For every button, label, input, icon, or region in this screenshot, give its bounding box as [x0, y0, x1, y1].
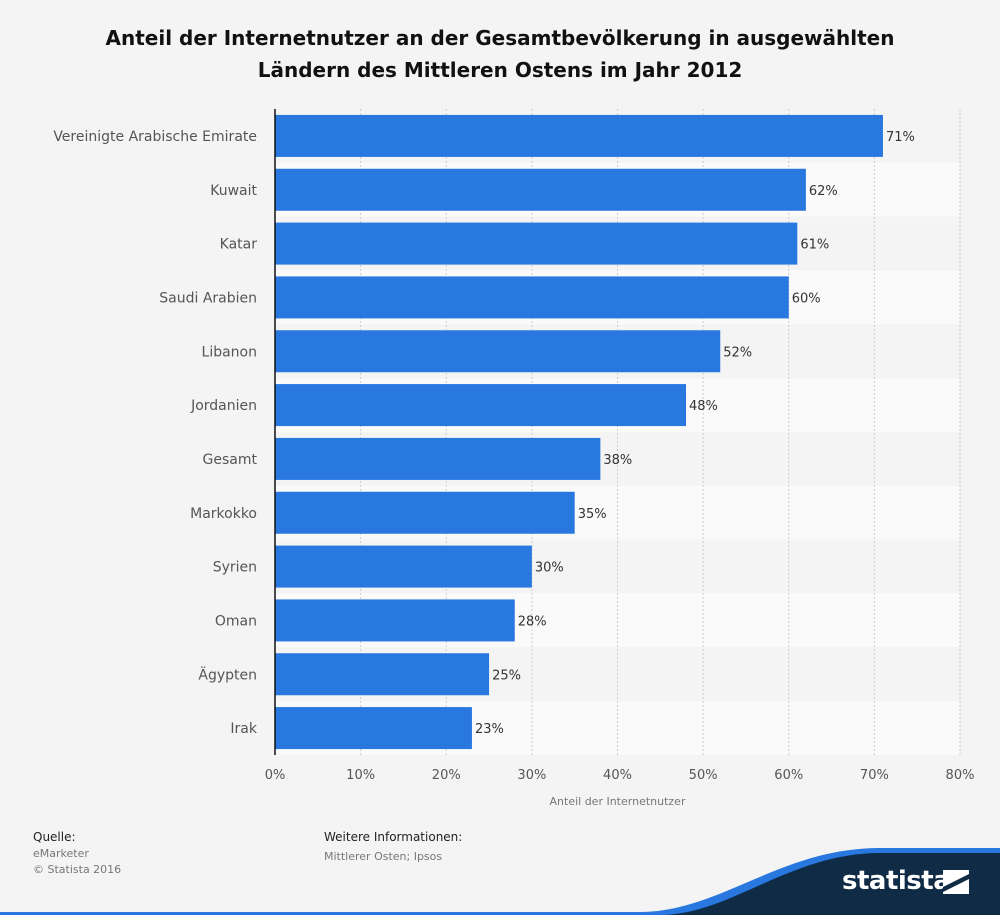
source-line-1: eMarketer — [33, 847, 89, 860]
statista-logo-icon — [943, 870, 969, 894]
bar — [275, 276, 789, 319]
x-axis-title: Anteil der Internetnutzer — [550, 795, 686, 808]
brand-wave-banner — [0, 848, 1000, 915]
bar — [275, 114, 883, 157]
x-tick-label: 70% — [860, 768, 889, 783]
category-label: Katar — [220, 237, 258, 253]
x-tick-label: 20% — [432, 768, 461, 783]
value-label: 62% — [809, 184, 838, 199]
category-label: Gesamt — [203, 452, 258, 468]
x-tick-label: 10% — [346, 768, 375, 783]
category-label: Irak — [230, 721, 257, 737]
bar-chart: 0% 10% 20% 30% 40% 50% 60% 70% 80% Vereinigte Ara… — [53, 109, 975, 808]
category-label: Saudi Arabien — [159, 290, 257, 306]
value-label: 71% — [886, 130, 915, 145]
category-label: Jordanien — [190, 398, 257, 414]
source-label: Quelle: — [33, 830, 76, 844]
bar — [275, 222, 798, 265]
value-label: 28% — [518, 614, 547, 629]
bar — [275, 707, 472, 750]
value-label: 25% — [492, 668, 521, 683]
chart-title-line-2: Ländern des Mittleren Ostens im Jahr 201… — [257, 58, 743, 82]
chart-title-line-1: Anteil der Internetnutzer an der Gesamtb… — [105, 26, 895, 50]
bar — [275, 653, 490, 696]
bar — [275, 330, 721, 373]
source-line-2: © Statista 2016 — [33, 863, 122, 876]
chart-title: Anteil der Internetnutzer an der Gesamtb… — [0, 22, 1000, 86]
value-label: 35% — [578, 507, 607, 522]
bar — [275, 384, 686, 427]
value-label: 23% — [475, 722, 504, 737]
value-label: 61% — [800, 238, 829, 253]
category-label: Kuwait — [210, 183, 257, 199]
value-label: 30% — [535, 561, 564, 576]
category-label: Syrien — [213, 560, 257, 576]
bar — [275, 545, 532, 588]
value-label: 38% — [603, 453, 632, 468]
x-tick-label: 40% — [603, 768, 632, 783]
info-text: Mittlerer Osten; Ipsos — [324, 850, 443, 863]
category-label: Markokko — [190, 506, 257, 522]
bar — [275, 168, 806, 211]
bar — [275, 599, 515, 642]
value-label: 52% — [723, 345, 752, 360]
bar — [275, 491, 575, 534]
category-label: Libanon — [202, 344, 257, 360]
x-tick-label: 80% — [946, 768, 975, 783]
category-label: Vereinigte Arabische Emirate — [53, 129, 257, 145]
value-label: 48% — [689, 399, 718, 414]
info-label: Weitere Informationen: — [324, 830, 463, 844]
statista-logo[interactable]: statista — [842, 866, 951, 896]
x-tick-label: 0% — [265, 768, 286, 783]
x-tick-label: 50% — [689, 768, 718, 783]
category-label: Oman — [215, 613, 257, 629]
bar — [275, 437, 601, 480]
x-tick-label: 30% — [517, 768, 546, 783]
value-label: 60% — [792, 291, 821, 306]
category-label: Ägypten — [198, 665, 257, 683]
x-tick-label: 60% — [774, 768, 803, 783]
